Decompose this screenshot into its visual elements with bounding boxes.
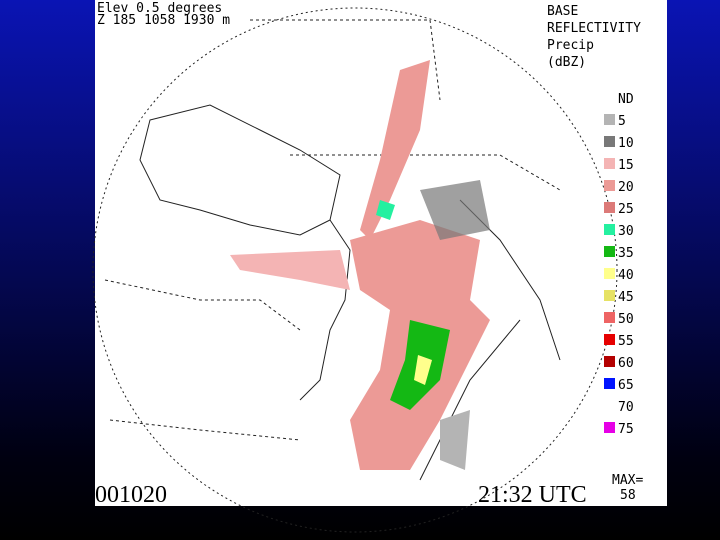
coastline — [299, 219, 351, 401]
elevation: Elev 0.5 degrees — [97, 1, 222, 16]
legend-swatch — [604, 136, 615, 147]
legend-label: 35 — [618, 246, 634, 261]
max-value: 58 — [620, 488, 636, 503]
legend-label: 25 — [618, 202, 634, 217]
legend-label: 65 — [618, 378, 634, 393]
legend-swatch — [604, 246, 615, 257]
legend-label: 45 — [618, 290, 634, 305]
echo-layer — [230, 60, 490, 470]
range-ring — [92, 7, 618, 533]
echo — [360, 60, 430, 240]
legend-label: 20 — [618, 180, 634, 195]
legend-swatch — [604, 312, 615, 323]
legend-label: 75 — [618, 422, 634, 437]
legend-swatch — [604, 422, 615, 433]
coastline — [139, 104, 341, 236]
legend-label: 15 — [618, 158, 634, 173]
border — [250, 19, 561, 191]
legend-label: 50 — [618, 312, 634, 327]
echo — [420, 180, 490, 240]
max-label: MAX= — [612, 473, 643, 488]
time: 21:32 UTC — [478, 482, 587, 508]
legend-swatch — [604, 202, 615, 213]
echo — [230, 250, 350, 290]
product-units: (dBZ) — [547, 55, 586, 70]
legend-label: 60 — [618, 356, 634, 371]
legend-label: 55 — [618, 334, 634, 349]
legend-swatch — [604, 268, 615, 279]
map-layer — [92, 7, 618, 533]
legend-swatch — [604, 224, 615, 235]
legend-label: ND — [618, 92, 634, 107]
legend-swatch — [604, 180, 615, 191]
legend-label: 5 — [618, 114, 626, 129]
legend-swatch — [604, 158, 615, 169]
echo — [440, 410, 470, 470]
legend-label: 70 — [618, 400, 634, 415]
echo — [376, 200, 395, 220]
legend-swatch — [604, 334, 615, 345]
product-line: BASE — [547, 4, 578, 19]
legend-swatch — [604, 378, 615, 389]
legend-swatch — [604, 114, 615, 125]
legend-swatch — [604, 290, 615, 301]
echo — [414, 355, 432, 385]
legend-swatch — [604, 356, 615, 367]
border — [104, 279, 301, 441]
legend-label: 10 — [618, 136, 634, 151]
product-line: Precip — [547, 38, 594, 53]
site: Z 185 1058 1930 m — [97, 13, 230, 28]
product-line: REFLECTIVITY — [547, 21, 641, 36]
date: 001020 — [95, 482, 167, 508]
legend-label: 30 — [618, 224, 634, 239]
legend-label: 40 — [618, 268, 634, 283]
